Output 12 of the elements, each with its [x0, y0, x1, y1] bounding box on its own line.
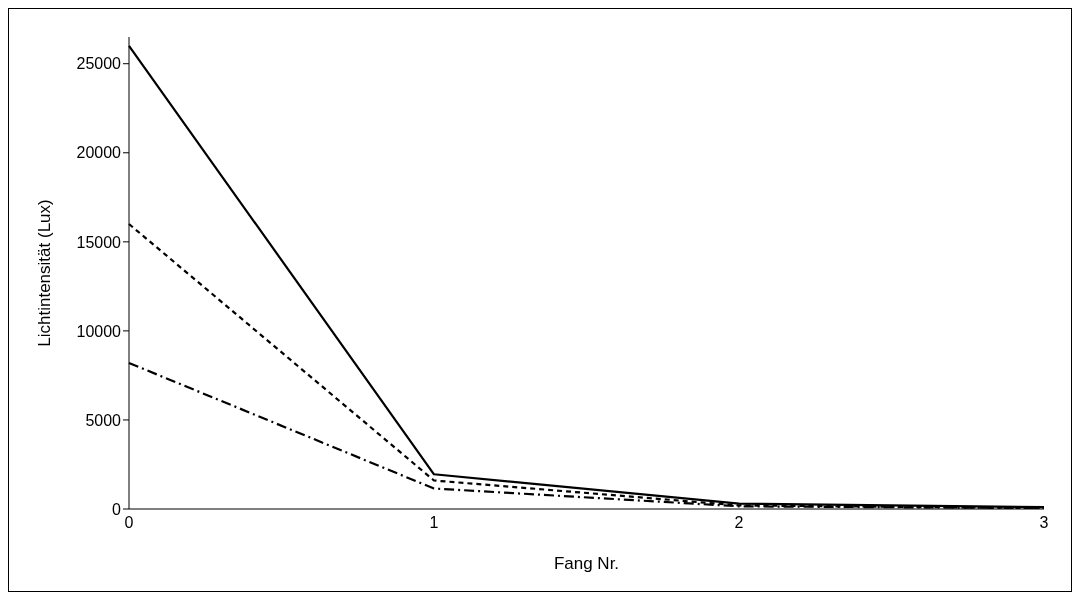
y-tick-label: 5000	[85, 411, 122, 429]
y-tick-label: 15000	[76, 233, 122, 251]
y-tick-label: 10000	[76, 322, 122, 340]
x-tick-label: 0	[124, 514, 134, 532]
x-tick-label: 1	[429, 514, 439, 532]
x-tick-label: 3	[1039, 514, 1049, 532]
x-tick-label: 2	[734, 514, 744, 532]
y-tick-label: 20000	[76, 144, 122, 162]
y-tick-label: 25000	[76, 55, 122, 73]
y-tick-label: 0	[112, 500, 122, 518]
y-axis-title: Lichtintensität (Lux)	[35, 199, 55, 347]
x-axis-title: Fang Nr.	[553, 554, 620, 573]
